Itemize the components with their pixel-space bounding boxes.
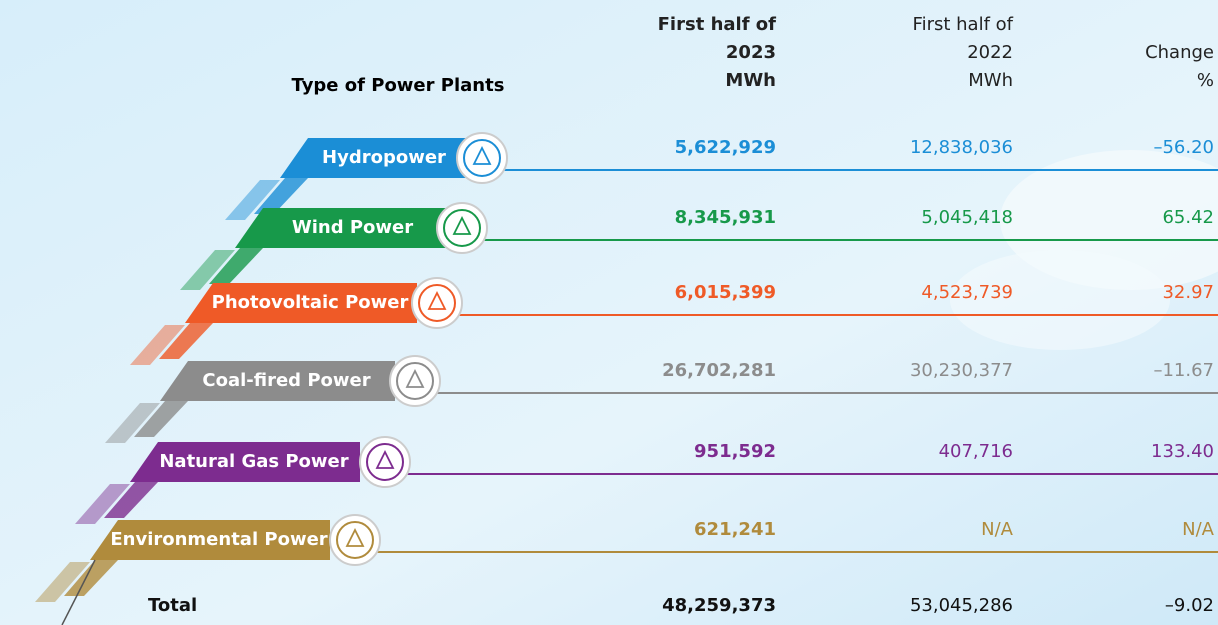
cloud <box>950 250 1170 350</box>
header-line: First half of <box>913 14 1014 35</box>
ribbon-tail <box>225 180 280 220</box>
value-2022: 4,523,739 <box>921 282 1013 303</box>
header-line: First half of <box>658 14 777 35</box>
value-2023: 6,015,399 <box>675 282 776 303</box>
value-2023: 621,241 <box>694 519 776 540</box>
ribbon <box>130 442 360 482</box>
header-line: MWh <box>725 70 776 91</box>
icon-glyph <box>405 368 425 388</box>
row-label: Wind Power <box>292 217 413 238</box>
row-label: Environmental Power <box>110 529 327 550</box>
ribbon-fold <box>134 401 188 437</box>
ribbon <box>90 520 330 560</box>
value-2023: 951,592 <box>694 441 776 462</box>
header-line: 2023 <box>726 42 776 63</box>
header-line: % <box>1197 70 1214 91</box>
icon-glyph <box>375 449 395 469</box>
total-label: Total <box>148 595 197 616</box>
row-label: Hydropower <box>322 147 446 168</box>
total-2022: 53,045,286 <box>910 595 1013 616</box>
value-2022: 30,230,377 <box>910 360 1013 381</box>
left-rule <box>61 559 96 625</box>
row-label: Natural Gas Power <box>159 451 348 472</box>
icon <box>463 139 501 177</box>
ribbon-tail <box>130 325 185 365</box>
ribbon <box>160 361 395 401</box>
value-change: 133.40 <box>1151 441 1214 462</box>
icon-glyph <box>452 215 472 235</box>
ribbon-fold <box>64 560 118 596</box>
ribbon-fold <box>104 482 158 518</box>
value-change: 32.97 <box>1162 282 1214 303</box>
ribbon-tail <box>35 562 90 602</box>
value-change: –11.67 <box>1153 360 1214 381</box>
value-2022: 5,045,418 <box>921 207 1013 228</box>
icon-glyph <box>427 290 447 310</box>
icon <box>443 209 481 247</box>
icon <box>418 284 456 322</box>
ribbon-tail <box>75 484 130 524</box>
row-label: Photovoltaic Power <box>212 292 409 313</box>
ribbon-fold <box>254 178 308 214</box>
header-line: Change <box>1145 42 1214 63</box>
header-line: 2022 <box>967 42 1013 63</box>
value-2023: 8,345,931 <box>675 207 776 228</box>
value-change: –56.20 <box>1153 137 1214 158</box>
total-2023: 48,259,373 <box>662 595 776 616</box>
icon-glyph <box>345 527 365 547</box>
value-2022: 407,716 <box>939 441 1013 462</box>
value-2022: N/A <box>981 519 1014 540</box>
value-2023: 5,622,929 <box>675 137 776 158</box>
icon <box>336 521 374 559</box>
icon-glyph <box>472 145 492 165</box>
ribbon <box>280 138 470 178</box>
ribbon-fold <box>209 248 263 284</box>
value-2022: 12,838,036 <box>910 137 1013 158</box>
total-change: –9.02 <box>1165 595 1214 616</box>
header-line: MWh <box>968 70 1013 91</box>
ribbon-tail <box>105 403 160 443</box>
icon <box>396 362 434 400</box>
value-change: N/A <box>1182 519 1215 540</box>
row-label: Coal-fired Power <box>202 370 370 391</box>
icon <box>366 443 404 481</box>
header-type: Type of Power Plants <box>292 75 505 96</box>
ribbon-fold <box>159 323 213 359</box>
ribbon <box>185 283 417 323</box>
ribbon-tail <box>180 250 235 290</box>
value-2023: 26,702,281 <box>662 360 776 381</box>
value-change: 65.42 <box>1162 207 1214 228</box>
ribbon <box>235 208 452 248</box>
